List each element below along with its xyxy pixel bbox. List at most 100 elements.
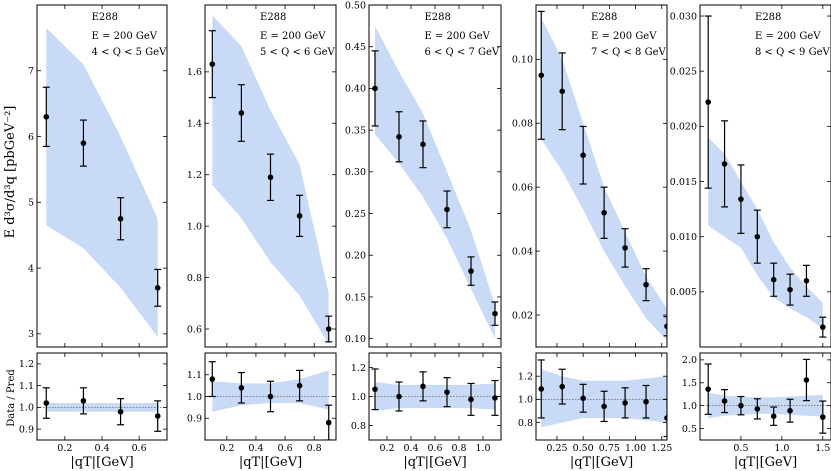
- data-point: [325, 315, 333, 343]
- data-marker: [372, 85, 378, 92]
- y-tick-label: 1.5: [682, 378, 697, 389]
- x-axis-label: |qT|[GeV]: [734, 455, 797, 470]
- data-marker: [580, 395, 586, 402]
- ratio-point: [802, 358, 810, 402]
- ratio-point: [737, 395, 745, 416]
- data-marker: [468, 396, 474, 403]
- ratio-point: [42, 387, 50, 419]
- data-marker: [238, 110, 245, 116]
- plot-area: [369, 368, 501, 416]
- y-tick-label: 1.0: [19, 403, 34, 414]
- annotation-energy: E = 200 GeV: [92, 31, 158, 42]
- y-tick-label: 0.8: [187, 273, 202, 284]
- axes-frame: [204, 4, 337, 348]
- annotation-energy: E = 200 GeV: [260, 31, 326, 42]
- y-tick-label: 1.2: [518, 372, 533, 383]
- data-marker: [492, 395, 498, 401]
- data-point: [467, 256, 475, 286]
- data-point: [600, 186, 608, 239]
- data-point: [537, 10, 545, 140]
- x-tick-label: 0.2: [379, 443, 394, 454]
- data-marker: [559, 383, 565, 390]
- data-marker: [559, 88, 565, 95]
- plot-area: [537, 10, 667, 341]
- ratio-point: [419, 371, 427, 402]
- ratio-subplot: 0.9 1.0 1.1 1.2 0.2 0.4 0.6: [19, 352, 168, 454]
- y-axis-label-main: E d³σ/d³q [pbGeV⁻²]: [3, 106, 18, 239]
- ratio-point: [208, 361, 216, 398]
- annotation-energy: E = 200 GeV: [755, 31, 821, 42]
- data-point: [786, 273, 794, 306]
- ratio-point: [721, 389, 729, 414]
- data-marker: [787, 407, 793, 414]
- data-marker: [267, 174, 274, 181]
- data-marker: [80, 140, 87, 146]
- ratio-point: [395, 381, 403, 412]
- data-marker: [420, 141, 426, 148]
- data-point: [558, 52, 566, 131]
- y-tick-label: 0.45: [345, 42, 366, 53]
- y-tick-label: 0.10: [512, 55, 533, 66]
- y-tick-label: 0.10: [345, 334, 366, 345]
- data-point: [642, 268, 650, 302]
- x-tick-label: 0.25: [546, 443, 567, 454]
- data-point: [621, 228, 629, 268]
- main-subplot: 0.10 0.15 0.20 0.25 0.30 0.35 0.40 0.45 0.50: [345, 0, 502, 348]
- annotation-energy: E = 200 GeV: [591, 31, 657, 42]
- annotation-q-range: 4 < Q < 5 GeV: [92, 47, 167, 58]
- annotation-q-range: 8 < Q < 9 GeV: [755, 47, 830, 58]
- ratio-subplot: 0.8 1.0 1.2 0.2 0.4 0.6 0.8 1.0: [351, 352, 502, 454]
- data-marker: [721, 398, 728, 404]
- y-tick-label: 0.8: [518, 418, 533, 429]
- ratio-point: [558, 368, 566, 405]
- data-marker: [154, 413, 161, 419]
- data-point: [419, 120, 427, 169]
- ratio-point: [267, 380, 274, 413]
- data-point: [371, 50, 379, 127]
- data-marker: [396, 133, 402, 140]
- data-marker: [622, 245, 628, 251]
- ratio-point: [786, 398, 794, 423]
- y-tick-label: 0.010: [670, 232, 697, 243]
- y-tick-label: 5: [28, 198, 34, 209]
- data-marker: [580, 152, 586, 159]
- annotation-q-range: 6 < Q < 7 GeV: [424, 47, 499, 58]
- plot-area: [536, 359, 667, 438]
- data-marker: [372, 386, 378, 393]
- ratio-point: [467, 382, 475, 416]
- y-tick-label: 4: [28, 263, 34, 274]
- data-point: [208, 30, 216, 99]
- main-subplot: 0.02 0.04 0.06 0.08 0.10: [512, 4, 668, 348]
- y-tick-label: 0.6: [187, 324, 202, 335]
- data-marker: [705, 99, 711, 105]
- x-tick-label: 0.8: [307, 443, 322, 454]
- y-tick-label: 0.25: [345, 209, 366, 220]
- x-tick-label: 0.4: [403, 443, 418, 454]
- y-tick-label: 7: [28, 66, 34, 77]
- data-point: [721, 120, 729, 208]
- data-marker: [754, 233, 761, 240]
- ratio-subplot: 0.8 1.0 1.2 0.25 0.50 0.75 1.00 1.25: [518, 352, 672, 454]
- data-marker: [820, 324, 826, 330]
- ratio-point: [537, 359, 545, 419]
- ratio-point: [491, 379, 499, 416]
- data-marker: [664, 415, 667, 421]
- y-tick-label: 1.0: [351, 392, 366, 403]
- y-axis-label-ratio: Data / Pred: [6, 369, 17, 427]
- main-subplot: 0.005 0.010 0.015 0.020 0.025 0.030: [670, 4, 831, 348]
- x-axis-label: |qT|[GeV]: [239, 455, 302, 470]
- y-tick-label: 0.8: [351, 421, 366, 432]
- y-tick-label: 2.0: [682, 355, 697, 366]
- ratio-subplot: 0.9 1.0 1.1 0.2 0.4 0.6 0.8: [187, 352, 337, 454]
- data-marker: [267, 393, 274, 400]
- ratio-point: [371, 368, 379, 411]
- chart-panel-1: 3 4 5 6 7 0.9 1.0 1.1 1.2 0.2 0.4 0.6 E288 E = 200 Ge…: [19, 4, 168, 470]
- y-tick-label: 0.005: [670, 287, 697, 298]
- ratio-point: [296, 369, 304, 402]
- ratio-subplot: 0.5 1.0 1.5 2.0 0.5 1.0 1.5: [682, 352, 831, 454]
- data-marker: [664, 323, 667, 330]
- axes-frame: [36, 352, 168, 441]
- chart-panel-5: 0.005 0.010 0.015 0.020 0.025 0.030 0.5 1.0 1.5 2…: [670, 4, 831, 470]
- data-point: [663, 316, 667, 337]
- x-tick-label: 1.25: [651, 443, 672, 454]
